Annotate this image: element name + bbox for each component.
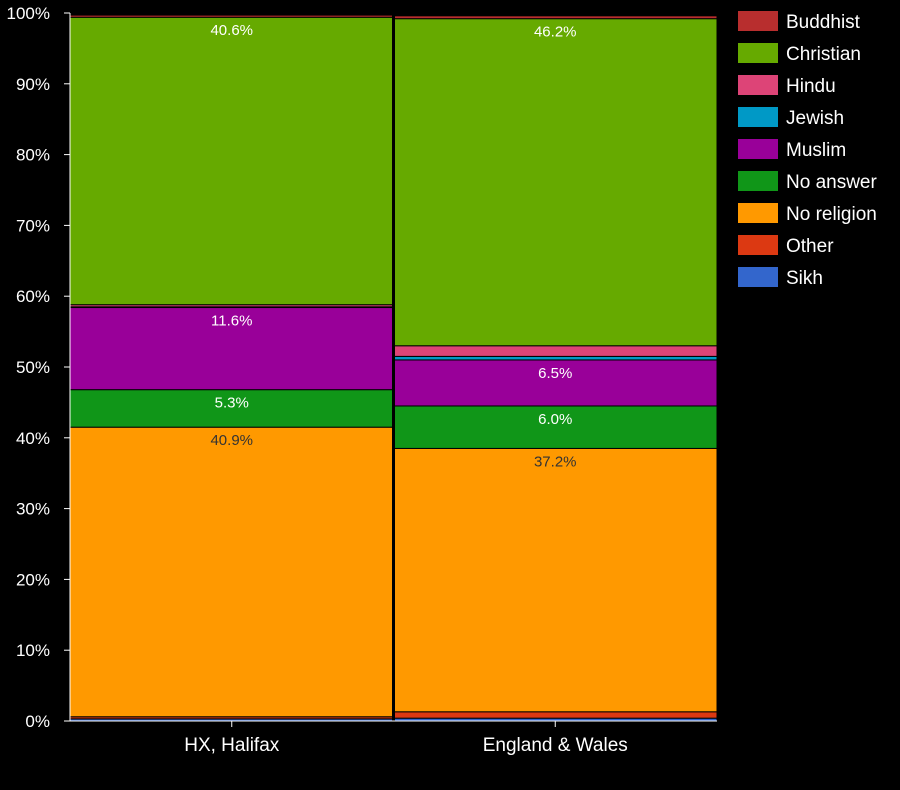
bar-christian-england-wales (393, 18, 718, 347)
legend-swatch-buddhist (738, 11, 778, 31)
bar-muslim-hx-halifax (69, 307, 394, 391)
legend-label-sikh: Sikh (786, 268, 823, 289)
axes-group: 0% 10% 20% 30% 40% 50% 60% 70% 80% 90% 100% HX, Hal… (7, 4, 717, 756)
legend-label-jewish: Jewish (786, 108, 844, 129)
y-tick-label: 90% (16, 75, 50, 94)
bar-no-answer-england-wales (393, 405, 718, 449)
bar-christian-hx-halifax (69, 16, 394, 306)
data-label-muslim-hx-halifax: 11.6% (211, 313, 252, 330)
bar-other-england-wales (393, 711, 718, 719)
bar-no-religion-england-wales (393, 447, 718, 713)
legend-swatch-hindu (738, 75, 778, 95)
legend-label-christian: Christian (786, 44, 861, 65)
y-tick-label: 100% (7, 4, 50, 23)
y-tick-label: 20% (16, 570, 50, 589)
data-label-christian-england-wales: 46.2% (534, 24, 577, 41)
y-tick-label: 70% (16, 216, 50, 235)
legend-label-muslim: Muslim (786, 140, 846, 161)
y-tick-label: 10% (16, 641, 50, 660)
data-label-muslim-england-wales: 6.5% (538, 365, 572, 382)
legend-swatch-jewish (738, 107, 778, 127)
x-tick-label-england-wales: England & Wales (483, 735, 628, 756)
y-tick-label: 40% (16, 429, 50, 448)
y-tick-label: 80% (16, 146, 50, 165)
y-tick-label: 50% (16, 358, 50, 377)
y-tick-label: 60% (16, 287, 50, 306)
legend: Buddhist Christian Hindu Jewish Muslim No ans… (738, 11, 877, 289)
data-label-no-answer-england-wales: 6.0% (538, 411, 572, 428)
x-tick-label-hx-halifax: HX, Halifax (184, 735, 280, 756)
bar-hindu-england-wales (393, 345, 718, 357)
legend-label-hindu: Hindu (786, 76, 836, 97)
legend-swatch-christian (738, 43, 778, 63)
data-label-no-religion-hx-halifax: 40.9% (210, 432, 253, 449)
y-tick-label: 0% (25, 712, 50, 731)
legend-label-no-religion: No religion (786, 204, 877, 225)
legend-label-no-answer: No answer (786, 172, 877, 193)
legend-swatch-no-answer (738, 171, 778, 191)
data-label-christian-hx-halifax: 40.6% (210, 22, 253, 39)
y-tick-label: 30% (16, 500, 50, 519)
bar-buddhist-hx-halifax (69, 14, 394, 18)
bar-buddhist-england-wales (393, 15, 718, 20)
legend-label-other: Other (786, 236, 834, 257)
data-labels-group: 40.9% 37.2% 5.3% 6.0% 11.6% 6.5% 40.6% 46.2% (210, 22, 576, 470)
data-label-no-religion-england-wales: 37.2% (534, 453, 577, 470)
bar-muslim-england-wales (393, 359, 718, 407)
legend-swatch-no-religion (738, 203, 778, 223)
legend-swatch-muslim (738, 139, 778, 159)
bar-jewish-england-wales (393, 355, 718, 361)
data-label-no-answer-hx-halifax: 5.3% (215, 395, 249, 412)
legend-swatch-other (738, 235, 778, 255)
legend-swatch-sikh (738, 267, 778, 287)
bar-no-religion-hx-halifax (69, 426, 394, 718)
legend-label-buddhist: Buddhist (786, 12, 861, 33)
